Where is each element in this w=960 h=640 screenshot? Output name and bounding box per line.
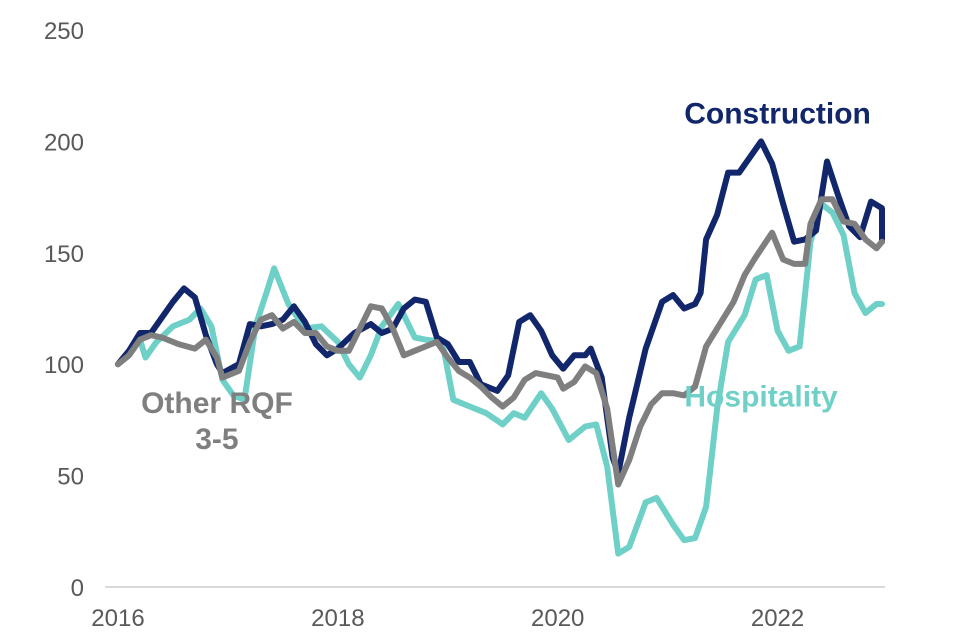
x-tick-label: 2016 bbox=[91, 605, 144, 632]
series-label-line: 3-5 bbox=[195, 423, 238, 456]
series-lines bbox=[115, 138, 885, 557]
series-label-line: Construction bbox=[684, 98, 871, 131]
series-label-line: Hospitality bbox=[684, 381, 838, 414]
series-line-construction bbox=[115, 138, 885, 477]
series-labels: Hospitality Construction Other RQF 3-5 bbox=[141, 98, 871, 457]
x-tick-label: 2020 bbox=[531, 605, 584, 632]
series-label-construction: Construction bbox=[684, 98, 871, 131]
y-tick-label: 150 bbox=[44, 241, 84, 268]
x-tick-label: 2022 bbox=[751, 605, 804, 632]
series-label-line: Other RQF bbox=[141, 387, 293, 420]
series-line-other-rqf-3-5 bbox=[115, 196, 885, 488]
y-tick-label: 200 bbox=[44, 129, 84, 156]
y-tick-label: 50 bbox=[57, 464, 84, 491]
series-label-other-rqf-3-5: Other RQF 3-5 bbox=[141, 387, 293, 456]
series-label-hospitality: Hospitality bbox=[684, 381, 838, 414]
x-tick-label: 2018 bbox=[311, 605, 364, 632]
y-tick-label: 100 bbox=[44, 352, 84, 379]
y-axis-tick-labels: 0 50 100 150 200 250 bbox=[44, 18, 84, 602]
series-line-hospitality bbox=[115, 200, 885, 557]
y-tick-label: 0 bbox=[71, 575, 84, 602]
x-axis-tick-labels: 2016 2018 2020 2022 bbox=[91, 605, 804, 632]
y-tick-label: 250 bbox=[44, 18, 84, 45]
